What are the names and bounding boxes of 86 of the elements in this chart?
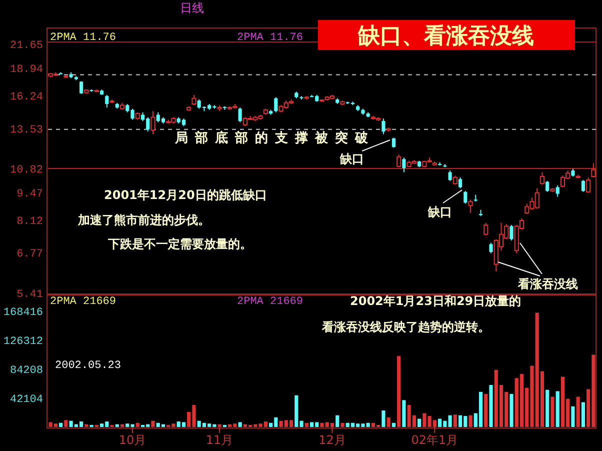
y-tick-label: 21.65 [10, 40, 43, 52]
bar [556, 391, 560, 427]
bar [115, 424, 119, 427]
candlestick [448, 170, 452, 182]
bar [489, 384, 493, 427]
annotation: 2001年12月20日的跳低缺口 [104, 188, 267, 202]
candlestick [150, 110, 156, 135]
annotation: 缺口 [339, 152, 364, 166]
annotation: 下跌是不一定需要放量的。 [107, 237, 252, 251]
bar [151, 420, 155, 427]
candlestick [586, 176, 591, 194]
candlestick [402, 157, 406, 173]
candlestick [382, 118, 386, 135]
y-tick-label: 16.24 [10, 91, 44, 104]
bar [136, 422, 140, 427]
bar [571, 406, 575, 427]
y-tick-label: 18.94 [10, 64, 44, 76]
text: 2PMA 11.76 [237, 32, 304, 44]
bar [453, 414, 457, 427]
y-tick-label: 42104 [10, 394, 44, 406]
bar [397, 356, 401, 427]
candlestick [238, 107, 242, 123]
candlestick [484, 222, 488, 236]
annotation: 2PMA 21669 [50, 296, 116, 308]
bar [238, 422, 242, 427]
candlestick [396, 154, 402, 168]
candlestick [546, 180, 550, 192]
y-tick-label: 10.82 [10, 164, 43, 176]
candlestick [274, 96, 278, 113]
y-tick-label: 126312 [3, 336, 43, 348]
annotation: 局部底部的支撑被突破 [174, 130, 375, 146]
candlestick [458, 176, 462, 189]
bar [120, 424, 124, 427]
candlestick [468, 199, 473, 214]
bar [84, 424, 88, 427]
y-tick-label: 5.41 [16, 288, 44, 301]
x-tick-label: 12月 [318, 433, 346, 447]
bar [392, 422, 396, 427]
annotation: 缺口 [427, 205, 452, 219]
bar [59, 422, 63, 427]
chart-title: 缺口、看涨吞没线 [357, 23, 534, 49]
y-tick-label: 9.47 [16, 188, 43, 200]
bar [576, 396, 580, 427]
y-tick-label: 84208 [10, 364, 43, 377]
bar [304, 422, 308, 427]
bar [402, 400, 406, 427]
candlestick [581, 180, 585, 192]
text: 2PMA 11.76 [50, 32, 116, 44]
candlestick [510, 224, 514, 241]
bar [386, 417, 390, 427]
annotation: 2PMA 21669 [237, 296, 304, 308]
candlestick [79, 80, 84, 94]
text: 日线 [180, 1, 204, 15]
candlestick [105, 94, 109, 108]
x-tick-label: 10月 [118, 433, 146, 447]
bar [336, 415, 340, 427]
bar [468, 415, 472, 427]
bar [546, 390, 550, 427]
bar [510, 394, 514, 427]
bar [218, 424, 222, 427]
y-tick-label: 8.12 [16, 216, 43, 228]
candlestick [489, 242, 493, 254]
y-tick-label: 13.53 [10, 124, 43, 136]
annotation: 看涨吞没线 [517, 277, 578, 291]
candlestick [192, 94, 196, 106]
bar [340, 422, 344, 427]
annotation: 2002.05.23 [55, 360, 122, 372]
bar [550, 396, 554, 427]
candlestick [392, 137, 396, 148]
y-tick-label: 6.77 [16, 248, 43, 261]
bar [382, 410, 386, 427]
bar [581, 402, 585, 427]
candlestick [464, 190, 468, 204]
candlestick [540, 172, 545, 185]
x-tick-label: 02年1月 [411, 433, 458, 447]
bar [418, 418, 422, 427]
annotation: 2002年1月23日和29日放量的 [350, 294, 522, 308]
bar [422, 413, 426, 427]
bar [64, 420, 68, 427]
candlestick [556, 184, 560, 198]
annotation: 看涨吞没线反映了趋势的逆转。 [321, 320, 490, 334]
bar [484, 394, 488, 427]
x-tick-label: 11月 [206, 433, 234, 447]
y-tick-label: 168416 [3, 306, 43, 319]
candlestick [591, 162, 596, 178]
annotation: 加速了熊市前进的步伐。 [77, 213, 210, 227]
